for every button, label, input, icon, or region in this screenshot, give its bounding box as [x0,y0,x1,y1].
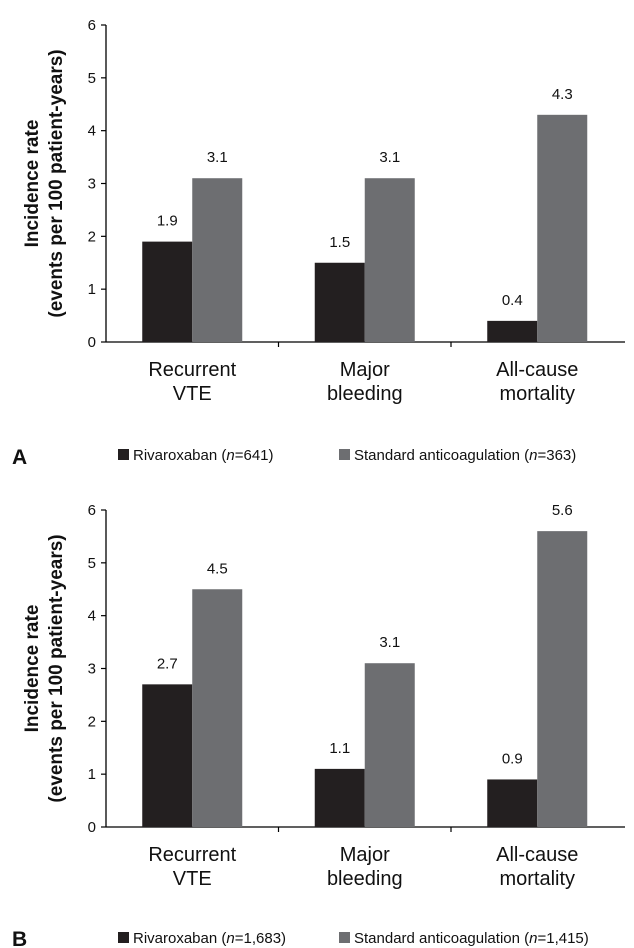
panel-label: B [12,928,27,948]
x-category-label-line1: All-cause [496,844,578,866]
panel-label: A [12,446,27,469]
y-tick-label: 3 [88,661,96,678]
legend-series-name: Rivaroxaban ( [133,447,226,464]
x-category-label-line1: Recurrent [148,844,236,866]
bar-standard-anticoagulation [192,178,243,342]
bar-value-label: 1.5 [329,234,350,251]
legend-n-value: =363) [537,447,576,464]
x-category-label-line1: All-cause [496,359,578,381]
bar-value-label: 2.7 [157,655,178,672]
bar-standard-anticoagulation [537,114,588,342]
legend-swatch-standard-anticoagulation [339,932,350,943]
legend-entry-standard-anticoagulation: Standard anticoagulation (n=363) [354,447,576,464]
bar-standard-anticoagulation [537,531,588,827]
y-axis-label: Incidence rate (events per 100 patient-ye… [22,534,67,802]
legend-swatch-standard-anticoagulation [339,449,350,460]
y-tick-label: 5 [88,555,96,572]
bar-rivaroxaban [142,241,193,342]
y-axis-label-line2: (events per 100 patient-years) [46,49,67,317]
bar-value-label: 3.1 [379,634,400,651]
bar-value-label: 5.6 [552,502,573,519]
y-tick-label: 2 [88,228,96,245]
y-tick-label: 2 [88,713,96,730]
y-axis-label: Incidence rate (events per 100 patient-ye… [22,49,67,317]
bar-rivaroxaban [314,262,365,342]
y-axis-label-line1: Incidence rate [22,120,43,248]
bar-value-label: 0.9 [502,750,523,767]
bar-standard-anticoagulation [364,178,415,342]
chart-panel-a: 0 1 2 3 4 5 6 Incidence rate (events per 100 pat… [12,17,625,469]
legend-n-label: n [226,930,234,947]
y-tick-label: 6 [88,502,96,519]
bar-standard-anticoagulation [192,589,243,827]
chart-panel-b: 0 1 2 3 4 5 6 Incidence rate (events per 100 pat… [12,502,625,948]
legend-n-label: n [529,447,537,464]
legend-swatch-rivaroxaban [118,449,129,460]
bar-value-label: 4.3 [552,86,573,103]
legend-n-label: n [529,930,537,947]
legend-entry-rivaroxaban: Rivaroxaban (n=1,683) [133,930,286,947]
x-category-label-line2: mortality [499,868,575,890]
bar-rivaroxaban [487,320,538,342]
bar-value-label: 1.1 [329,740,350,757]
y-tick-label: 6 [88,17,96,34]
y-tick-label: 0 [88,334,96,351]
legend-series-name: Standard anticoagulation ( [354,930,529,947]
x-category-label-line1: Major [340,844,390,866]
legend-n-value: =1,415) [537,930,588,947]
bar-value-label: 1.9 [157,213,178,230]
bar-value-label: 3.1 [379,149,400,166]
legend-n-label: n [226,447,234,464]
legend-series-name: Standard anticoagulation ( [354,447,529,464]
legend-entry-rivaroxaban: Rivaroxaban (n=641) [133,447,274,464]
legend-series-name: Rivaroxaban ( [133,930,226,947]
y-tick-label: 5 [88,70,96,87]
y-tick-label: 4 [88,123,96,140]
y-tick-label: 1 [88,766,96,783]
y-tick-label: 1 [88,281,96,298]
x-category-label-line1: Major [340,359,390,381]
x-category-label-line2: bleeding [327,383,403,405]
bar-rivaroxaban [487,779,538,827]
bar-rivaroxaban [142,684,193,827]
y-axis-label-line1: Incidence rate [22,605,43,733]
y-tick-label: 3 [88,176,96,193]
x-category-label-line1: Recurrent [148,359,236,381]
legend-n-value: =1,683) [235,930,286,947]
x-category-label-line2: bleeding [327,868,403,890]
legend-entry-standard-anticoagulation: Standard anticoagulation (n=1,415) [354,930,589,947]
bar-value-label: 4.5 [207,560,228,577]
y-tick-label: 0 [88,819,96,836]
x-category-label-line2: mortality [499,383,575,405]
y-tick-label: 4 [88,608,96,625]
bar-standard-anticoagulation [364,663,415,827]
bar-rivaroxaban [314,768,365,827]
bar-value-label: 0.4 [502,292,523,309]
legend-swatch-rivaroxaban [118,932,129,943]
x-category-label-line2: VTE [173,383,212,405]
bar-value-label: 3.1 [207,149,228,166]
legend-n-value: =641) [235,447,274,464]
y-axis-label-line2: (events per 100 patient-years) [46,534,67,802]
x-category-label-line2: VTE [173,868,212,890]
